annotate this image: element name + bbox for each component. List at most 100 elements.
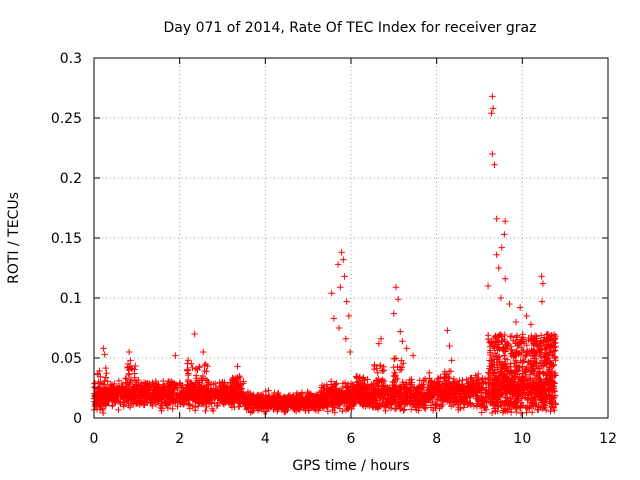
data-point <box>109 402 116 409</box>
data-point <box>446 342 453 350</box>
y-axis-label: ROTI / TECUs <box>6 192 22 284</box>
data-point <box>507 333 514 340</box>
data-point <box>509 385 516 392</box>
data-point <box>133 399 141 406</box>
data-point <box>228 384 235 391</box>
data-point <box>536 351 544 359</box>
data-point <box>204 390 212 397</box>
data-point <box>185 371 192 379</box>
data-point <box>486 357 493 364</box>
data-point <box>112 396 120 404</box>
data-point <box>101 351 108 358</box>
data-point <box>549 368 556 375</box>
data-point <box>275 392 282 399</box>
data-point <box>392 373 399 381</box>
data-point <box>390 310 398 317</box>
data-point <box>127 397 134 404</box>
data-point <box>143 399 150 406</box>
data-point <box>348 405 355 413</box>
data-point <box>380 395 387 402</box>
data-point <box>528 346 535 354</box>
data-point <box>493 352 500 359</box>
data-point <box>362 403 369 410</box>
data-point <box>491 333 499 340</box>
data-point <box>486 349 494 356</box>
data-point <box>356 373 364 381</box>
data-point <box>379 385 387 393</box>
data-point <box>542 387 550 395</box>
data-point <box>397 328 404 335</box>
data-point <box>402 379 410 386</box>
data-point <box>544 357 551 365</box>
data-point <box>228 383 236 390</box>
data-point <box>502 218 509 225</box>
data-point <box>377 362 384 369</box>
data-point <box>100 409 107 417</box>
data-point <box>489 343 497 350</box>
y-tick-label: 0.05 <box>51 351 82 367</box>
data-point <box>257 391 265 399</box>
data-point <box>499 338 506 345</box>
data-point <box>330 315 338 322</box>
data-point <box>205 379 212 386</box>
data-point <box>491 161 498 168</box>
data-point <box>519 373 526 381</box>
data-point <box>203 403 210 411</box>
data-point <box>521 394 529 401</box>
data-point <box>491 386 499 394</box>
gridlines <box>94 58 608 418</box>
data-point <box>115 377 123 385</box>
data-point <box>165 399 173 406</box>
data-point <box>200 393 207 401</box>
data-point <box>442 396 449 403</box>
data-point <box>492 408 499 415</box>
data-point <box>492 334 500 342</box>
data-point <box>549 336 556 344</box>
data-point <box>372 404 379 411</box>
data-point <box>515 341 522 349</box>
data-point <box>382 407 389 415</box>
data-point <box>434 389 442 396</box>
x-tick-label: 10 <box>513 431 531 447</box>
data-point <box>281 406 288 414</box>
data-point <box>520 346 527 354</box>
data-point <box>147 399 154 407</box>
data-point <box>357 383 364 390</box>
data-point <box>342 406 350 414</box>
data-point <box>218 379 226 387</box>
y-tick-label: 0 <box>73 411 82 427</box>
data-point <box>144 383 151 390</box>
data-point <box>392 284 400 291</box>
data-point <box>257 402 264 409</box>
data-point <box>470 402 478 410</box>
data-point <box>461 398 468 406</box>
data-point <box>343 397 351 405</box>
data-point <box>488 110 495 117</box>
data-point <box>484 332 492 339</box>
data-point <box>195 389 202 396</box>
data-point <box>404 388 412 395</box>
data-point <box>448 357 455 364</box>
data-point <box>271 389 278 397</box>
data-point <box>337 284 344 291</box>
data-point <box>419 381 427 388</box>
data-point <box>466 400 474 408</box>
data-point <box>377 335 385 342</box>
data-point <box>523 404 531 412</box>
data-point <box>379 367 386 375</box>
data-point <box>155 396 162 403</box>
data-point <box>224 384 231 392</box>
data-point <box>550 361 557 369</box>
data-point <box>400 407 407 414</box>
data-point <box>433 396 441 404</box>
data-point <box>210 381 217 388</box>
data-point <box>530 402 537 410</box>
data-point <box>98 392 105 400</box>
data-point <box>523 409 530 416</box>
data-point <box>501 331 509 339</box>
data-point <box>195 399 202 406</box>
data-point <box>497 294 505 302</box>
data-point <box>488 360 495 368</box>
data-point <box>118 380 126 388</box>
data-point <box>500 344 507 352</box>
